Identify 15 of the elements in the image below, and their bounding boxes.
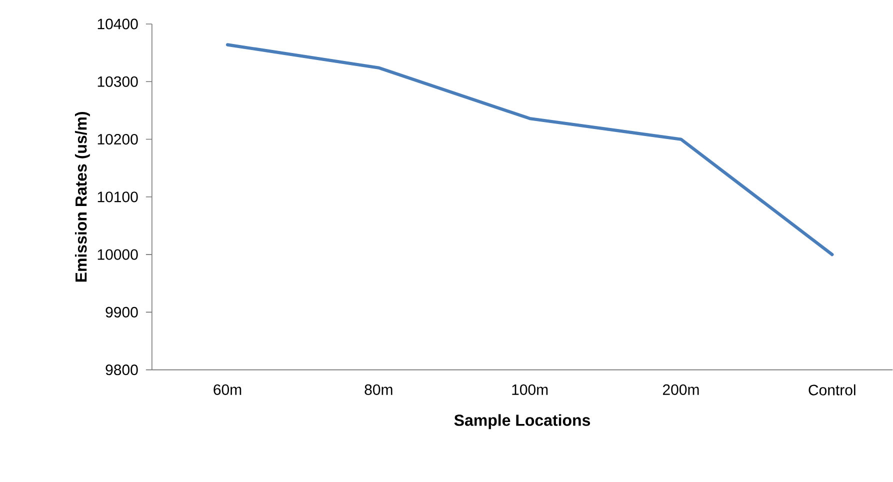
y-tick-label: 10100	[98, 192, 138, 202]
y-tick-label: 10200	[98, 134, 138, 145]
y-tick-label: 9800	[106, 364, 138, 376]
y-tick-label: 9900	[106, 306, 138, 318]
x-tick-label: 100m	[512, 384, 548, 396]
y-tick-label: 10300	[98, 76, 138, 88]
x-axis-title: Sample Locations	[454, 414, 590, 430]
y-tick-label: 10400	[98, 18, 138, 30]
line-series	[226, 43, 834, 256]
x-tick-label: 60m	[214, 384, 242, 396]
x-tick-label: Control	[808, 384, 856, 396]
x-tick-label: 80m	[364, 384, 392, 396]
x-tick-label: 200m	[662, 384, 699, 396]
y-axis-title: Emission Rates (us/m)	[74, 112, 90, 282]
y-tick-label: 10000	[98, 249, 138, 260]
